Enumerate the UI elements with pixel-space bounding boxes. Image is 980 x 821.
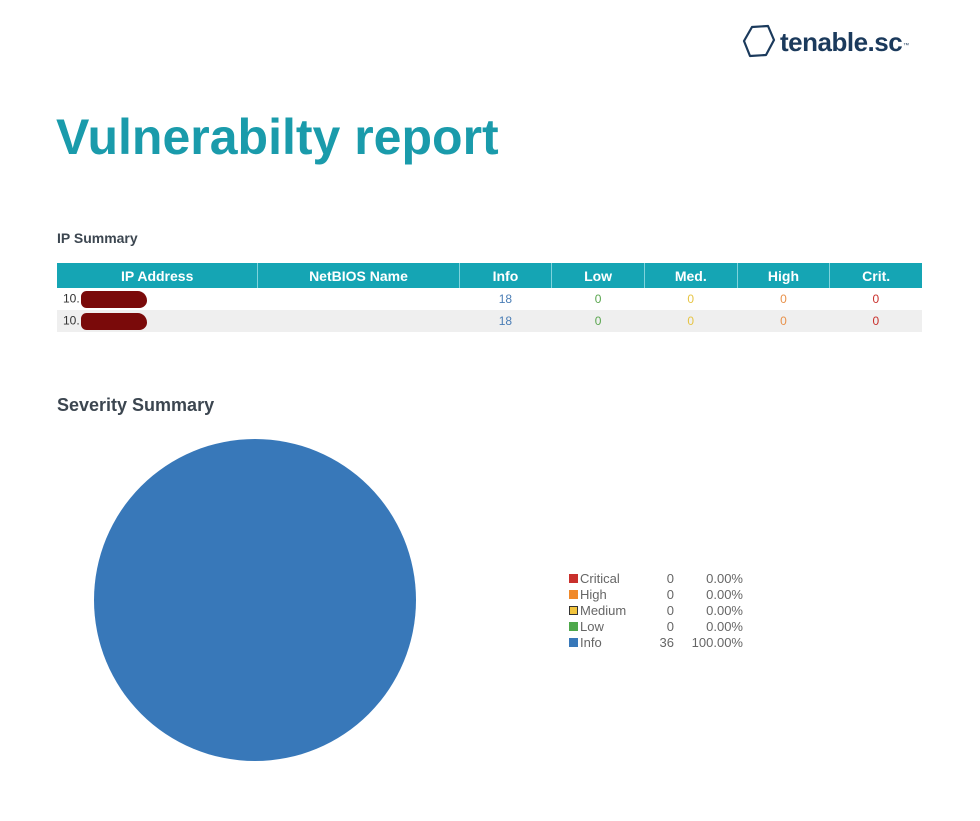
legend-item-critical: Critical 0 0.00% bbox=[569, 570, 743, 586]
info-count: 18 bbox=[498, 292, 513, 306]
severity-legend: Critical 0 0.00% High 0 0.00% Medium 0 0… bbox=[569, 570, 743, 650]
trademark: ™ bbox=[903, 43, 910, 49]
medium-swatch-icon bbox=[569, 605, 578, 615]
ip-summary-table: IP Address NetBIOS Name Info Low Med. Hi… bbox=[57, 263, 922, 332]
col-low: Low bbox=[551, 263, 645, 288]
tenable-logo: tenable.sc ™ bbox=[742, 24, 909, 60]
ip-address-cell: 10. bbox=[57, 310, 258, 332]
critical-swatch-icon bbox=[569, 573, 578, 583]
redaction-mark bbox=[80, 290, 147, 308]
low-count: 0 bbox=[594, 292, 602, 306]
severity-summary-heading: Severity Summary bbox=[57, 395, 215, 415]
col-info: Info bbox=[459, 263, 553, 288]
col-high: High bbox=[737, 263, 831, 288]
low-count: 0 bbox=[551, 310, 645, 332]
netbios-cell bbox=[258, 288, 459, 310]
table-header-row: IP Address NetBIOS Name Info Low Med. Hi… bbox=[57, 263, 922, 288]
crit-count: 0 bbox=[829, 310, 922, 332]
page-title: Vulnerabilty report bbox=[56, 109, 499, 165]
high-count: 0 bbox=[780, 292, 787, 306]
legend-item-low: Low 0 0.00% bbox=[569, 618, 743, 634]
low-swatch-icon bbox=[569, 621, 578, 631]
ip-address-cell: 10. bbox=[57, 288, 258, 310]
redaction-mark bbox=[80, 312, 147, 330]
table-row: 10. 18 0 0 0 0 bbox=[57, 310, 922, 332]
high-count: 0 bbox=[737, 310, 830, 332]
col-med: Med. bbox=[644, 263, 738, 288]
legend-item-info: Info 36 100.00% bbox=[569, 634, 743, 650]
crit-count: 0 bbox=[872, 292, 880, 306]
med-count: 0 bbox=[687, 292, 695, 306]
col-crit: Crit. bbox=[829, 263, 922, 288]
legend-item-high: High 0 0.00% bbox=[569, 586, 743, 602]
med-count: 0 bbox=[644, 310, 738, 332]
hexagon-logo-icon bbox=[742, 24, 776, 58]
col-ip-address: IP Address bbox=[57, 263, 259, 288]
info-swatch-icon bbox=[569, 637, 578, 647]
table-row: 10. 18 0 0 0 0 bbox=[57, 288, 922, 310]
info-count: 18 bbox=[459, 310, 552, 332]
col-netbios-name: NetBIOS Name bbox=[257, 263, 460, 288]
netbios-cell bbox=[257, 310, 460, 332]
high-swatch-icon bbox=[569, 589, 578, 599]
legend-item-medium: Medium 0 0.00% bbox=[569, 602, 743, 618]
severity-pie-chart bbox=[94, 439, 416, 761]
brand-name: tenable.sc bbox=[780, 26, 903, 57]
ip-summary-heading: IP Summary bbox=[57, 230, 138, 246]
